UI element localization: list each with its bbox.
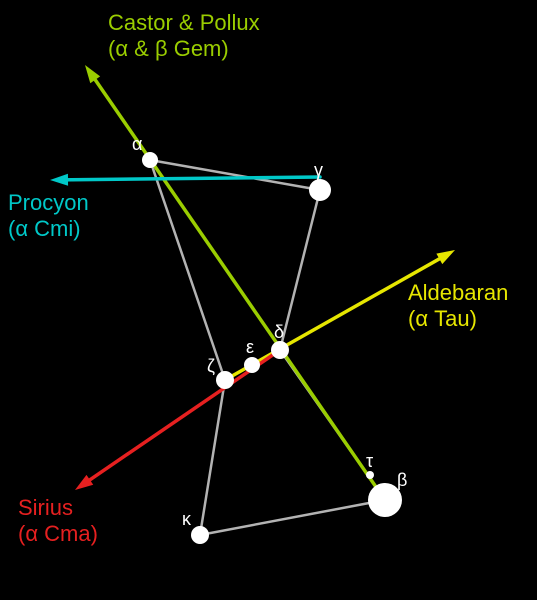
star-label-zeta: ζ [207,356,215,376]
star-label-epsilon: ε [246,337,254,357]
pointer-label-castor-pollux-line1: (α & β Gem) [108,36,229,61]
star-label-delta: δ [274,322,284,342]
pointer-label-procyon: Procyon(α Cmi) [8,190,89,241]
star-label-beta: β [397,470,407,490]
star-zeta [216,371,234,389]
pointer-label-procyon-line0: Procyon [8,190,89,215]
star-tau [366,471,374,479]
star-alpha [142,152,158,168]
star-epsilon [244,357,260,373]
star-label-alpha: α [132,134,142,154]
pointer-label-aldebaran-line1: (α Tau) [408,306,477,331]
pointer-label-aldebaran-line0: Aldebaran [408,280,508,305]
pointer-label-procyon-line1: (α Cmi) [8,216,81,241]
star-kappa [191,526,209,544]
star-label-gamma: γ [314,160,323,180]
pointer-label-sirius-line0: Sirius [18,495,73,520]
pointer-label-sirius-line1: (α Cma) [18,521,98,546]
star-label-tau: τ [366,451,373,471]
orion-pointer-diagram: α γ δε ζ κ β τ Castor & Pollux(α & β Gem) Procyo… [0,0,537,600]
star-label-kappa: κ [182,509,192,529]
star-gamma [309,179,331,201]
star-delta [271,341,289,359]
pointer-label-castor-pollux-line0: Castor & Pollux [108,10,260,35]
